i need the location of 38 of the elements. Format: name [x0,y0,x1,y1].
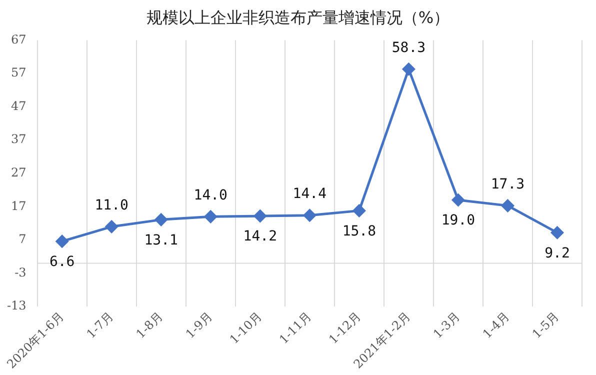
point [254,210,266,222]
x-tick-label: 1-3月 [430,309,463,342]
x-tick-label: 1-5月 [530,309,562,342]
y-tick-label: 7 [18,232,26,246]
x-tick-label: 1-4月 [480,309,512,342]
x-tick-label: 1-7月 [84,309,116,342]
data-label: 11.0 [94,197,128,214]
data-label: 14.4 [292,186,327,202]
y-tick-label: 37 [11,132,26,146]
data-label: 6.6 [49,254,75,270]
point [550,226,564,239]
data-label: 15.8 [342,223,376,240]
y-tick-label: 27 [11,166,26,180]
point [303,209,316,222]
y-tick-label: -13 [6,298,26,313]
y-tick-label: -3 [14,265,26,280]
point [204,210,217,223]
y-tick-label: 47 [11,98,26,113]
point [501,199,514,212]
data-label: 14.0 [194,187,228,204]
x-tick-label: 1-9月 [182,309,215,342]
data-label: 58.3 [392,40,426,56]
data-label: 13.1 [144,232,178,248]
y-tick-label: 57 [11,66,26,80]
y-tick-label: 67 [11,32,26,46]
data-label: 9.2 [544,245,570,262]
point [352,204,366,217]
point [56,235,68,248]
point [452,194,464,206]
point [402,62,415,76]
data-label: 14.2 [243,228,278,245]
point [105,220,118,233]
x-tick-label: 1-8月 [133,309,166,342]
y-tick-label: 17 [11,198,26,213]
data-label: 17.3 [490,176,525,192]
chart-title: 规模以上企业非织造布产量增速情况（%） [145,8,451,29]
data-label: 19.0 [441,212,476,229]
point [154,213,168,226]
